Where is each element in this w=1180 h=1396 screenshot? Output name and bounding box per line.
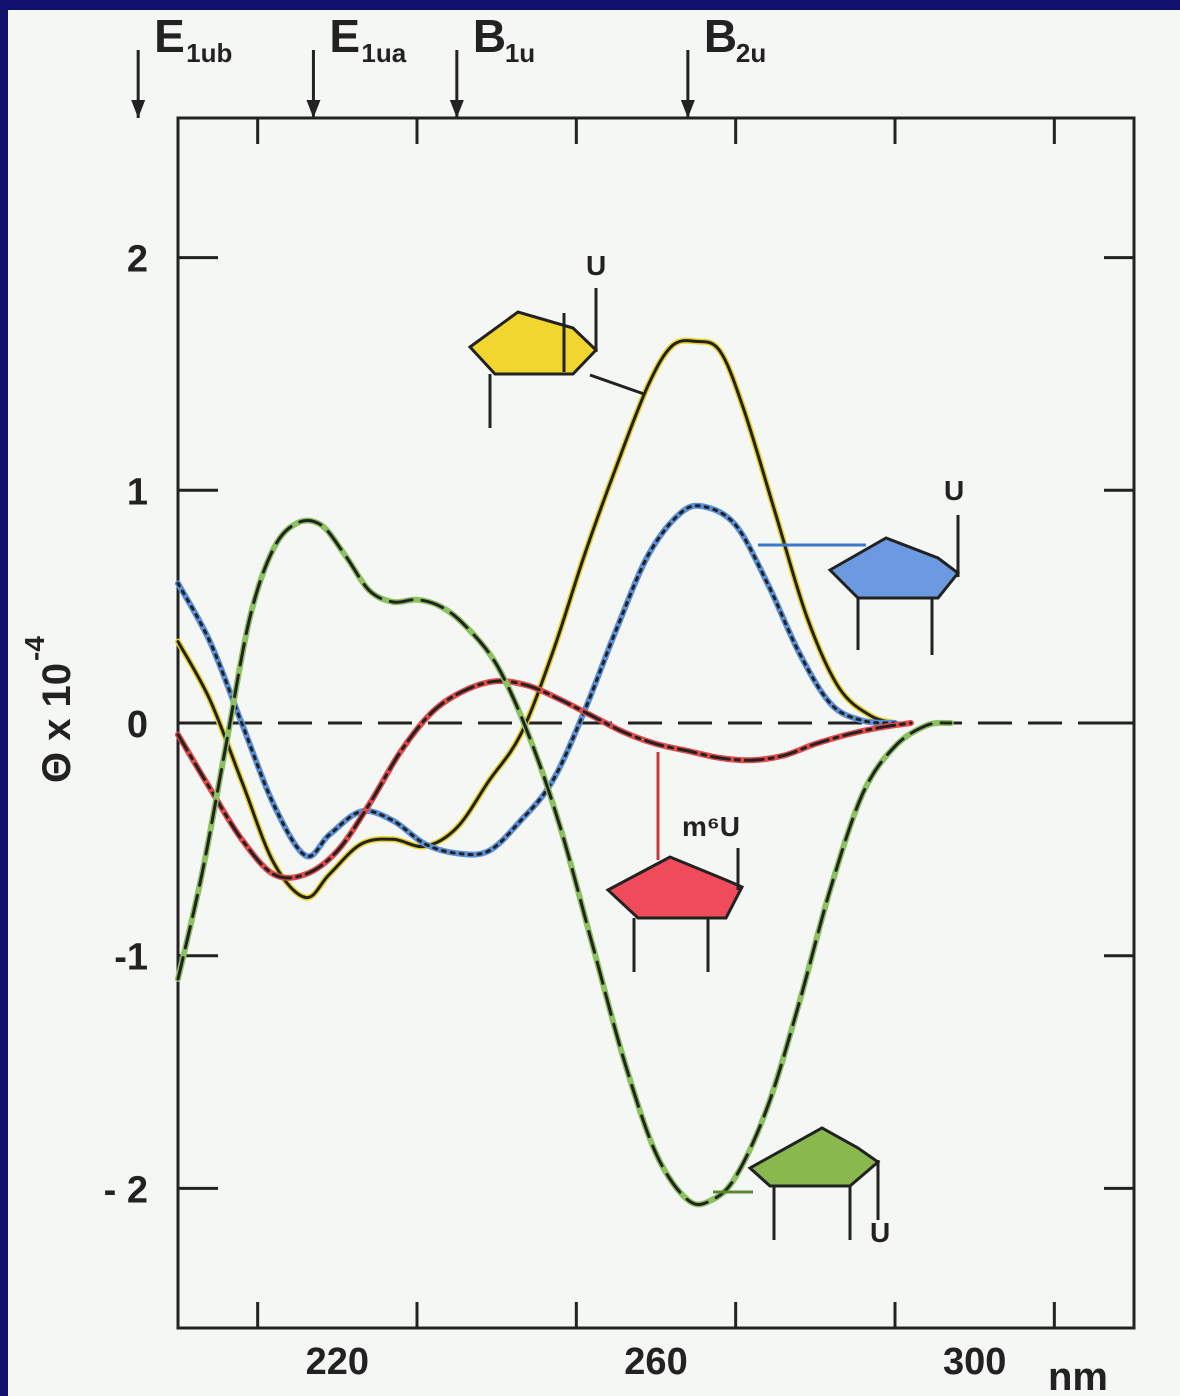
band-label: E	[154, 10, 185, 62]
y-axis-label-text: Θ x 10	[35, 663, 79, 783]
series-line	[176, 504, 897, 858]
y-tick-label: 0	[127, 704, 148, 746]
yellow-structure-label: U	[586, 250, 606, 281]
band-label: E	[329, 10, 360, 62]
blue-structure-icon: U	[758, 475, 964, 655]
band-label: B	[704, 10, 737, 62]
y-tick-label: 2	[127, 239, 148, 281]
series-line	[176, 339, 897, 900]
figure-panel: 220 260 300 2 1 0 -1- 2 nm Θ x 10 -4 E 1ub E 1ua B 1u B 2…	[8, 10, 1180, 1396]
series-line	[176, 679, 913, 880]
y-tick-label: -1	[114, 937, 148, 979]
x-axis-label: nm	[1048, 1355, 1108, 1396]
red-structure-label: m⁶U	[682, 811, 740, 842]
band-arrow-head	[131, 100, 146, 118]
x-tick-label: 220	[306, 1341, 369, 1383]
blue-structure-label: U	[944, 475, 964, 506]
y-tick-label: - 2	[104, 1169, 148, 1211]
band-label: B	[473, 10, 506, 62]
curves-layer	[175, 337, 954, 1208]
band-label-sub: 1ub	[186, 38, 232, 68]
red-structure-icon: m⁶U	[605, 752, 745, 972]
band-arrow-head	[449, 100, 464, 118]
band-label-sub: 2u	[736, 38, 766, 68]
green-structure-label: U	[870, 1217, 890, 1248]
band-arrow-head	[306, 100, 321, 118]
band-label-sub: 1ua	[361, 38, 406, 68]
band-arrow-head	[680, 100, 695, 118]
y-axis-label: Θ x 10-4	[19, 636, 79, 783]
green-structure-icon: U	[713, 1126, 890, 1248]
x-tick-label: 300	[943, 1341, 1006, 1383]
yellow-structure-icon: U	[467, 250, 645, 428]
series-color-line	[175, 337, 898, 901]
y-tick-label: 1	[127, 471, 148, 513]
series-line	[176, 518, 953, 1206]
y-axis-label-exponent: -4	[19, 636, 50, 661]
band-label-sub: 1u	[505, 38, 535, 68]
x-tick-label: 260	[624, 1341, 687, 1383]
